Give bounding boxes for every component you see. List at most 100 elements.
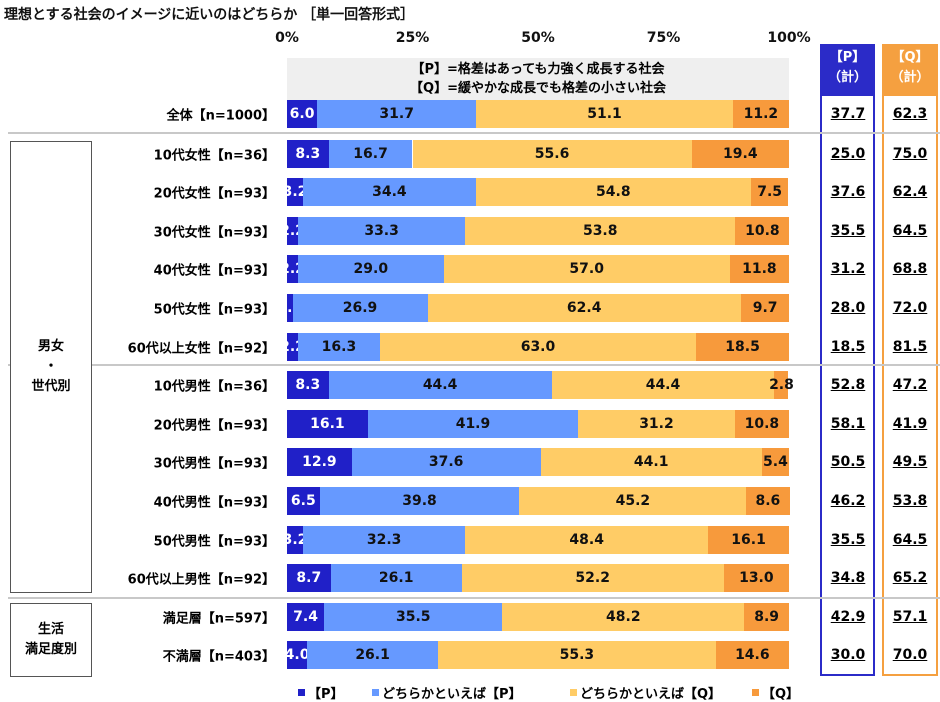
bar-segment-2: 44.1 — [540, 448, 762, 477]
data-label: 18.5 — [725, 338, 760, 355]
data-label: 37.6 — [428, 454, 464, 471]
bar-segment-3: 16.1 — [708, 525, 789, 554]
row-label: 40代男性【n=93】 — [153, 495, 275, 511]
data-label: 31.2 — [639, 415, 674, 432]
definition-p: 【P】=格差はあっても力強く成長する社会 — [411, 62, 665, 77]
legend-swatch — [298, 689, 305, 696]
bar-segment-2: 44.4 — [551, 371, 775, 400]
p-total-value: 58.1 — [830, 415, 866, 432]
bar-segment-1: 41.9 — [367, 409, 579, 438]
q-total-value: 57.1 — [892, 608, 928, 625]
data-label: 54.8 — [596, 184, 631, 201]
row-label: 10代男性【n=36】 — [153, 379, 275, 395]
chart-title: 理想とする社会のイメージに近いのはどちらか ［単一回答形式］ — [4, 7, 415, 23]
bar-segment-2: 54.8 — [475, 178, 751, 207]
separator-line — [8, 597, 940, 599]
bar-segment-2: 55.6 — [412, 139, 692, 168]
bar-segment-2: 48.4 — [465, 525, 709, 554]
p-total-value: 35.5 — [830, 531, 866, 548]
bar-segment-1: 39.8 — [319, 486, 520, 515]
legend-item: 【P】 — [298, 683, 344, 702]
q-total-value: 72.0 — [892, 299, 928, 316]
data-label: 13.0 — [739, 570, 774, 587]
legend-label: どちらかといえば【P】 — [382, 687, 522, 702]
bar-segment-0: 8.3 — [287, 139, 329, 168]
bar-segment-2: 31.2 — [578, 409, 735, 438]
bar-segment-3: 2.8 — [769, 371, 794, 400]
q-total-value: 53.8 — [892, 492, 928, 509]
p-total-value: 52.8 — [830, 377, 866, 394]
row-label: 30代男性【n=93】 — [153, 456, 275, 472]
p-total-value: 37.7 — [830, 106, 866, 122]
q-total-value: 75.0 — [892, 145, 928, 162]
data-label: 3.2 — [282, 184, 308, 201]
p-total-value: 35.5 — [830, 222, 866, 239]
row-label: 満足層【n=597】 — [162, 611, 275, 627]
data-label: 26.1 — [378, 570, 414, 587]
x-tick-label: 100% — [767, 30, 811, 46]
q-total-value: 64.5 — [892, 531, 928, 548]
p-total-header: 【P】 （計） — [820, 44, 875, 96]
data-label: 8.6 — [755, 492, 781, 509]
data-label: 48.2 — [606, 608, 641, 625]
data-label: 63.0 — [520, 338, 556, 355]
bar-segment-0: 3.2 — [283, 525, 307, 554]
bar-segment-2: 45.2 — [519, 486, 747, 515]
bar-segment-3: 10.8 — [735, 216, 790, 245]
bar-segment-1: 37.6 — [351, 448, 541, 477]
bar-segment-2: 55.3 — [438, 641, 716, 670]
p-total-value: 28.0 — [830, 299, 866, 316]
data-label: 33.3 — [364, 222, 399, 239]
data-label: 8.3 — [295, 377, 321, 394]
row-label: 不満層【n=403】 — [162, 649, 275, 665]
data-label: 14.6 — [735, 647, 770, 664]
data-label: 55.6 — [534, 145, 570, 162]
bar-segment-1: 34.4 — [303, 178, 476, 207]
bar-segment-1: 26.1 — [330, 564, 462, 593]
bar-segment-1: 29.0 — [298, 255, 444, 284]
data-label: 16.3 — [321, 338, 357, 355]
bar-segment-0: 2.2 — [280, 255, 305, 284]
data-label: 31.7 — [379, 106, 414, 122]
bar-segment-2: 62.4 — [427, 293, 741, 322]
x-tick-label: 50% — [521, 30, 555, 46]
data-label: 39.8 — [402, 492, 437, 509]
row-label: 50代男性【n=93】 — [153, 534, 275, 549]
bar-segment-1: 26.1 — [307, 641, 439, 670]
data-label: 6.5 — [290, 492, 316, 509]
row-label: 40代女性【n=93】 — [153, 263, 275, 279]
x-tick-label: 75% — [646, 30, 681, 46]
data-label: 44.4 — [422, 377, 458, 394]
data-label: 16.7 — [353, 145, 388, 162]
bar-segment-0: 6.0 — [287, 100, 318, 128]
p-total-value: 18.5 — [830, 338, 866, 355]
p-total-value: 46.2 — [830, 492, 866, 509]
group-label-satisfaction: 生活 満足度別 — [10, 603, 92, 677]
q-total-header: 【Q】 （計） — [882, 44, 938, 96]
bar-segment-0: 2.2 — [280, 216, 305, 245]
bar-segment-2: 51.1 — [476, 100, 733, 128]
data-label: 2.8 — [769, 377, 794, 394]
bar-segment-1: 26.9 — [292, 293, 428, 322]
data-label: 62.4 — [566, 299, 602, 316]
data-label: 44.1 — [633, 454, 669, 471]
data-label: 11.8 — [742, 261, 777, 278]
data-label: 57.0 — [569, 261, 604, 278]
q-total-value: 64.5 — [892, 222, 928, 239]
definition-box: 【P】=格差はあっても力強く成長する社会 【Q】=緩やかな成長でも格差の小さい社… — [287, 58, 789, 100]
data-label: 51.1 — [587, 106, 622, 122]
data-label: 32.3 — [366, 531, 402, 548]
separator-line — [8, 364, 940, 366]
bar-segment-1: 35.5 — [324, 602, 503, 631]
bar-segment-3: 13.0 — [723, 564, 789, 593]
bar-segment-0: 8.3 — [287, 371, 329, 400]
q-total-value: 68.8 — [892, 261, 928, 278]
bar-segment-3: 5.4 — [761, 448, 789, 477]
bar-segment-1: 32.3 — [303, 525, 466, 554]
q-total-value: 62.4 — [892, 184, 928, 201]
x-tick-label: 25% — [395, 30, 430, 46]
bar-segment-0: 3.2 — [283, 178, 307, 207]
p-total-value: 31.2 — [830, 261, 866, 278]
bar-segment-0: 4.0 — [285, 641, 309, 670]
